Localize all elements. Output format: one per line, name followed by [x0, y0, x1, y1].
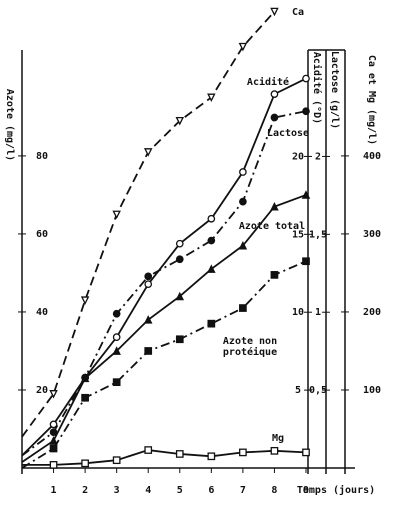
series-line [22, 449, 307, 466]
x-tick-label: 1 [51, 485, 57, 496]
point [81, 393, 89, 402]
point [144, 446, 153, 454]
point [143, 315, 153, 324]
point [270, 7, 279, 17]
y-tick-label: 1 [315, 307, 321, 318]
y-axis-label: Lactose (g/l) [329, 51, 340, 129]
point [49, 420, 58, 429]
point [207, 236, 216, 245]
point [302, 74, 310, 83]
y-axis-label: Ca et Mg (mg/l) [366, 55, 377, 145]
point [49, 428, 58, 437]
point [49, 436, 58, 445]
point [302, 448, 310, 457]
x-tick-label: 8 [271, 485, 277, 496]
y-tick-label: 20 [36, 385, 48, 396]
point [175, 450, 184, 458]
point [207, 264, 216, 273]
point [144, 272, 153, 281]
series-label: Mg [272, 433, 284, 444]
y-tick-label: 20 [292, 151, 304, 162]
point [270, 201, 279, 211]
point [207, 319, 216, 328]
y-tick-label: 15 [292, 229, 304, 240]
point [270, 90, 279, 98]
x-tick-label: 7 [240, 485, 246, 496]
point [239, 168, 247, 176]
point [144, 347, 153, 355]
y-tick-label: 10 [292, 307, 304, 318]
point [49, 390, 58, 399]
y-tick-label: 60 [36, 229, 48, 240]
x-tick-label: 5 [177, 485, 183, 496]
point [175, 291, 185, 301]
point [239, 304, 247, 312]
y-tick-label: 1,5 [309, 229, 327, 240]
point [112, 456, 121, 465]
point [175, 239, 184, 248]
point [239, 197, 247, 206]
x-tick-label: 3 [114, 485, 120, 496]
x-tick-label: 2 [82, 485, 88, 496]
y-tick-label: 40 [36, 307, 48, 318]
y-axis-label: Azote (mg/l) [4, 89, 15, 161]
series-label: Lactose [267, 128, 309, 139]
x-tick-label: 6 [208, 485, 214, 496]
point [81, 459, 89, 468]
y-tick-label: 5 [295, 385, 301, 396]
point [238, 240, 248, 250]
point [144, 280, 153, 289]
point [239, 448, 247, 457]
series-line [21, 260, 307, 469]
y-tick-label: 100 [363, 385, 381, 396]
series-line [21, 77, 307, 457]
point [301, 190, 311, 199]
x-axis-label: Temps (jours) [297, 484, 375, 496]
y-tick-label: 80 [36, 151, 48, 162]
y-tick-label: 400 [363, 151, 381, 162]
y-tick-label: 300 [363, 229, 381, 240]
point [112, 210, 121, 220]
point [302, 107, 310, 116]
series-label: Azote non protéique [205, 336, 295, 358]
point [270, 113, 279, 122]
point [49, 461, 58, 469]
point [302, 257, 310, 266]
point [80, 296, 90, 305]
series-label: Acidité [247, 76, 289, 88]
point [175, 116, 185, 126]
point [112, 333, 121, 341]
point [80, 373, 90, 383]
y-axis-label: Acidité (°D) [311, 52, 323, 124]
y-tick-label: 200 [363, 307, 381, 318]
point [238, 42, 248, 52]
point [270, 446, 279, 455]
point [112, 346, 121, 355]
point [112, 309, 121, 318]
point [112, 378, 121, 387]
point [143, 148, 153, 157]
series-label: Azote total [239, 221, 305, 232]
point [270, 271, 279, 279]
point [49, 444, 58, 453]
point [207, 452, 216, 461]
point [207, 93, 216, 103]
x-tick-label: 4 [145, 485, 151, 496]
point [175, 255, 184, 264]
point [207, 214, 216, 223]
point [175, 335, 184, 344]
series-line [21, 110, 307, 457]
x-tick-label: 9 [303, 485, 309, 496]
y-tick-label: 0,5 [309, 385, 327, 396]
series-line [21, 10, 276, 438]
series-line [21, 194, 307, 463]
y-tick-label: 2 [315, 151, 321, 162]
series-label: Ca [292, 7, 304, 18]
